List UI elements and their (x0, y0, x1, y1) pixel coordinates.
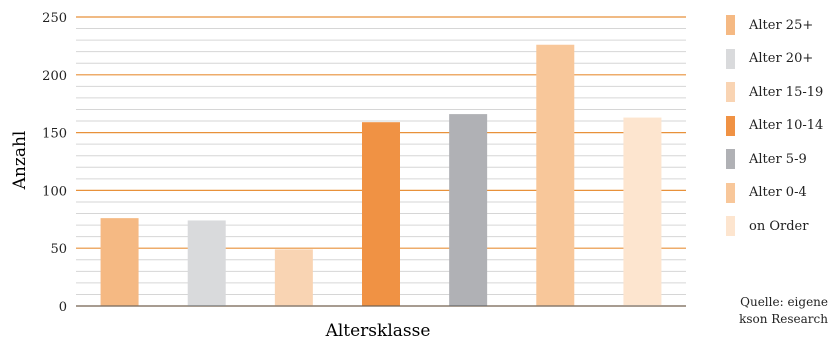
bar-alter-25- (100, 218, 139, 306)
legend-swatch (726, 15, 735, 35)
y-tick-label: 150 (42, 127, 67, 142)
legend-label: Alter 0-4 (749, 185, 807, 200)
legend-swatch (726, 216, 735, 236)
legend-item: Alter 20+ (726, 48, 813, 70)
source-line-2: kson Research (739, 312, 828, 326)
y-tick-labels: 0 50 100 150 200 250 (42, 11, 67, 315)
legend-item: Alter 15-19 (726, 81, 823, 103)
source-note: Quelle: eigene kson Research (726, 294, 828, 328)
legend-item: Alter 10-14 (726, 115, 823, 137)
legend-label: Alter 20+ (749, 51, 814, 66)
y-tick-label: 250 (42, 11, 67, 26)
y-tick-label: 200 (42, 69, 67, 84)
bar-alter-5-9 (449, 114, 488, 306)
legend-label: Alter 10-14 (749, 118, 824, 133)
legend-swatch (726, 82, 735, 102)
y-axis-label: Anzahl (10, 131, 30, 191)
y-tick-label: 0 (59, 300, 67, 315)
legend-item: Alter 5-9 (726, 148, 807, 170)
bar-on-order (623, 117, 662, 307)
legend-swatch (726, 115, 735, 136)
legend-label: on Order (749, 218, 809, 234)
x-axis-label: Altersklasse (325, 321, 431, 341)
legend-swatch (726, 182, 735, 203)
legend-swatch (726, 149, 735, 169)
legend-swatch (726, 48, 735, 69)
legend-item: Alter 25+ (726, 14, 813, 36)
y-tick-label: 100 (42, 184, 67, 199)
bar-alter-20- (187, 220, 226, 306)
y-tick-label: 50 (50, 242, 67, 257)
legend-label: Alter 15-19 (749, 84, 824, 100)
legend-item: on Order (726, 215, 808, 237)
bar-alter-15-19 (274, 249, 313, 306)
bar-alter-10-14 (362, 122, 400, 306)
source-line-1: Quelle: eigene (740, 295, 828, 309)
legend-label: Alter 25+ (749, 17, 814, 33)
legend-label: Alter 5-9 (749, 151, 807, 167)
bars (100, 44, 662, 307)
bar-alter-0-4 (536, 44, 575, 307)
legend-item: Alter 0-4 (726, 182, 807, 204)
